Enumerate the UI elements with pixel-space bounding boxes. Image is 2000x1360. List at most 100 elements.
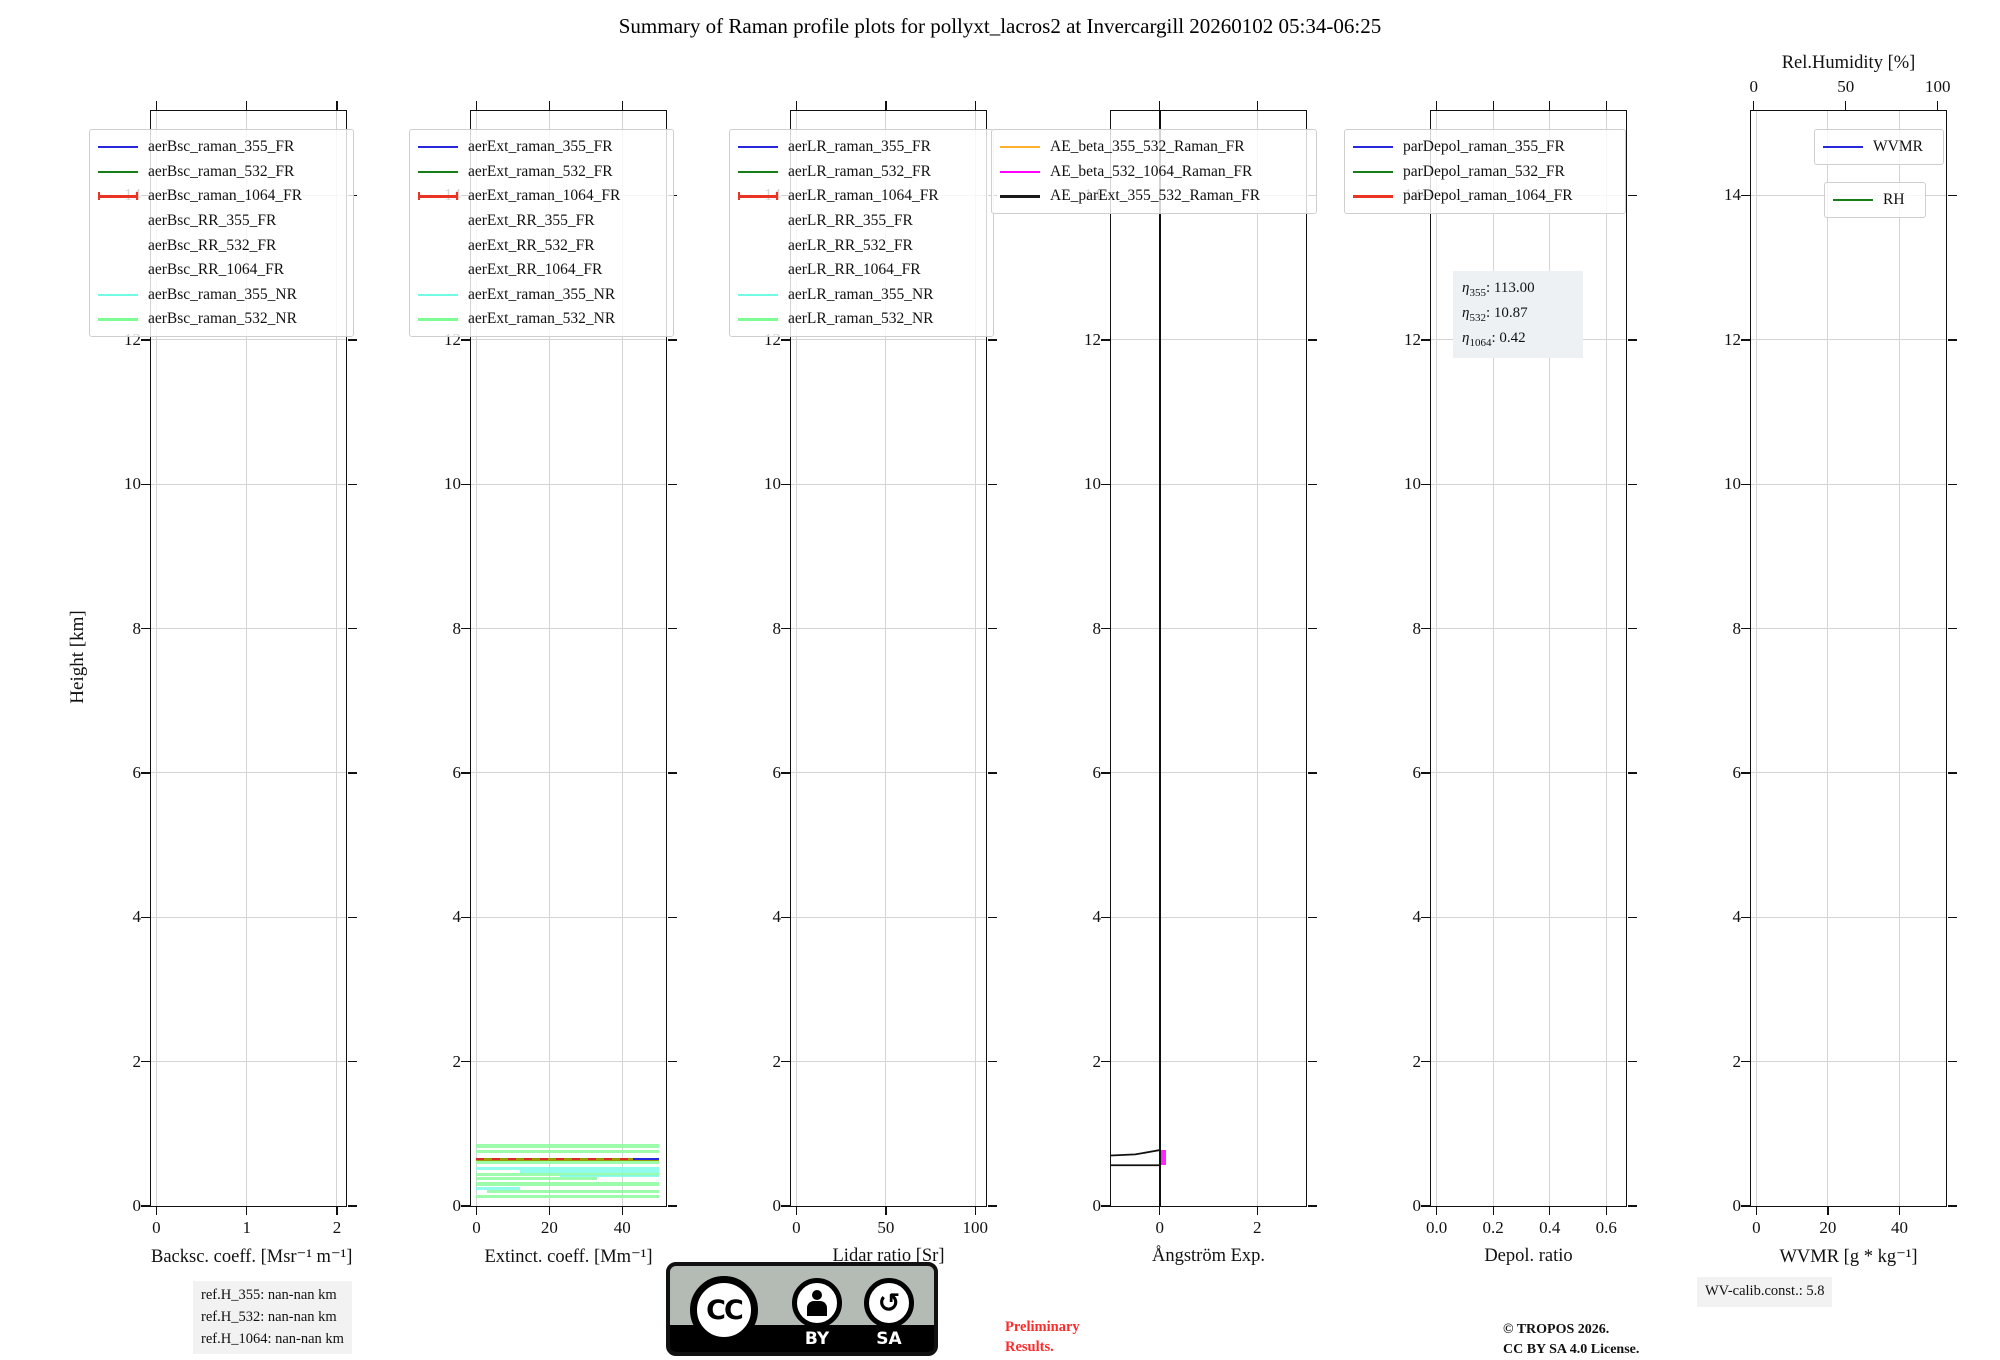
legend: aerExt_raman_355_FR aerExt_raman_532_FR ae… — [409, 129, 674, 337]
y-tick-label: 12 — [1404, 329, 1421, 349]
x-tick-label: 0 — [792, 1218, 801, 1237]
legend-item: aerLR_raman_355_NR — [738, 283, 985, 308]
legend-item: aerBsc_RR_532_FR — [98, 233, 345, 258]
y-tick-label: 6 — [1412, 762, 1422, 782]
cc-logo-icon: CC — [690, 1276, 758, 1344]
gridline — [471, 339, 666, 341]
gridline — [974, 111, 976, 1206]
line-swatch — [1833, 199, 1873, 202]
top-axis-label: Rel.Humidity [%] — [1781, 53, 1916, 73]
y-tick-label: 8 — [1732, 618, 1742, 638]
gridline — [336, 111, 338, 1206]
gridline — [1431, 916, 1626, 918]
panel-extinct: 0204002468101214Extinct. coeff. [Mm⁻¹]ae… — [409, 100, 677, 1267]
y-tick-label: 6 — [1092, 762, 1102, 782]
gridline — [151, 339, 346, 341]
y-tick — [460, 916, 470, 918]
legend-label: aerBsc_RR_1064_FR — [148, 261, 285, 279]
dashed-line-swatch — [418, 220, 458, 222]
y-tick-label: 6 — [772, 762, 782, 782]
y-tick — [140, 339, 150, 341]
y-tick-label: 2 — [772, 1051, 782, 1071]
legend-label: aerBsc_RR_532_FR — [148, 236, 277, 254]
x-tick — [795, 1206, 798, 1215]
y-tick — [460, 627, 470, 630]
legend-item: aerLR_raman_355_FR — [738, 135, 985, 160]
gridline — [1431, 772, 1626, 774]
gridline — [151, 772, 346, 774]
y-tick-label: 10 — [124, 474, 141, 494]
line-swatch — [98, 318, 138, 321]
legend: aerBsc_raman_355_FR aerBsc_raman_532_FR ae… — [89, 129, 354, 337]
data-band — [476, 1195, 659, 1198]
gridline — [475, 111, 477, 1206]
x-tick-top — [336, 100, 338, 110]
line-swatch — [1000, 146, 1040, 149]
y-tick-right — [1307, 483, 1317, 485]
gridline — [791, 1205, 986, 1206]
legend-label: aerBsc_raman_1064_FR — [148, 187, 303, 205]
y-tick — [460, 772, 470, 774]
legend-label: AE_parExt_355_532_Raman_FR — [1050, 187, 1261, 205]
y-tick-label: 4 — [1412, 907, 1422, 927]
gridline — [471, 772, 666, 774]
legend-item: aerExt_RR_532_FR — [418, 233, 665, 258]
gridline — [1751, 339, 1946, 341]
y-tick-right — [667, 916, 677, 918]
dashed-line-swatch — [98, 269, 138, 271]
plot-area-backsc — [151, 111, 346, 1206]
y-tick — [780, 772, 790, 774]
ref-height-1064: ref.H_1064: nan-nan km — [201, 1330, 344, 1347]
x-tick-label: 40 — [1890, 1218, 1908, 1237]
gridline — [1111, 916, 1306, 918]
y-tick-label: 4 — [1732, 907, 1742, 927]
x-axis-label-depol: Depol. ratio — [1484, 1246, 1573, 1266]
gridline — [1751, 1061, 1946, 1063]
eta-value: η355: 113.00 — [1462, 280, 1535, 299]
gridline — [1898, 111, 1900, 1206]
errorbar-cap — [738, 192, 740, 201]
y-tick-right — [1307, 627, 1317, 630]
legend-label: aerExt_RR_532_FR — [468, 236, 595, 254]
y-tick-label: 8 — [452, 618, 462, 638]
legend-label: aerLR_raman_1064_FR — [788, 187, 939, 205]
y-tick-right — [987, 772, 997, 774]
gridline — [471, 628, 666, 630]
x-axis-label-extinct: Extinct. coeff. [Mm⁻¹] — [484, 1247, 653, 1267]
x-tick-top — [1436, 100, 1438, 110]
y-tick — [1740, 1205, 1750, 1207]
panel-angstroem: 0202468101214Ångström Exp.AE_beta_355_53… — [991, 100, 1317, 1266]
legend-label: aerBsc_RR_355_FR — [148, 212, 277, 230]
cc-sa-label: SA — [876, 1329, 902, 1349]
x-tick-label: 0.0 — [1426, 1218, 1448, 1237]
legend-item: aerBsc_raman_355_FR — [98, 135, 345, 160]
y-tick-right — [347, 1061, 357, 1063]
legend-item: AE_parExt_355_532_Raman_FR — [1000, 184, 1308, 209]
y-tick-right — [1627, 194, 1637, 197]
x-tick — [1549, 1206, 1551, 1215]
legend-label: aerLR_RR_532_FR — [788, 236, 913, 254]
legend-label: aerLR_raman_532_NR — [788, 310, 934, 328]
y-tick-label: 0 — [1412, 1196, 1422, 1215]
line-swatch — [738, 318, 778, 321]
legend: AE_beta_355_532_Raman_FR AE_beta_532_1064… — [991, 129, 1317, 214]
y-tick — [140, 483, 150, 485]
dashed-line-swatch — [418, 244, 458, 246]
x-tick-label: 50 — [877, 1218, 895, 1237]
plot-area-wvmr — [1751, 111, 1946, 1206]
y-tick-label: 0 — [1732, 1196, 1742, 1215]
gridline — [791, 339, 986, 341]
data-lines — [1111, 1149, 1160, 1167]
data-line — [633, 1157, 659, 1160]
legend-item: aerLR_RR_355_FR — [738, 209, 985, 234]
y-tick-right — [1947, 772, 1957, 774]
legend: aerLR_raman_355_FR aerLR_raman_532_FR aerL… — [729, 129, 994, 337]
y-tick — [1740, 339, 1750, 341]
x-tick-label: 1 — [242, 1218, 251, 1237]
legend-item: aerExt_RR_1064_FR — [418, 258, 665, 283]
gridline — [1492, 111, 1494, 1206]
plot-area-extinct — [471, 111, 666, 1206]
x-tick — [1159, 1206, 1161, 1215]
y-tick-label: 8 — [1092, 618, 1102, 638]
preliminary-note: Preliminary Results. — [1005, 1319, 1080, 1355]
